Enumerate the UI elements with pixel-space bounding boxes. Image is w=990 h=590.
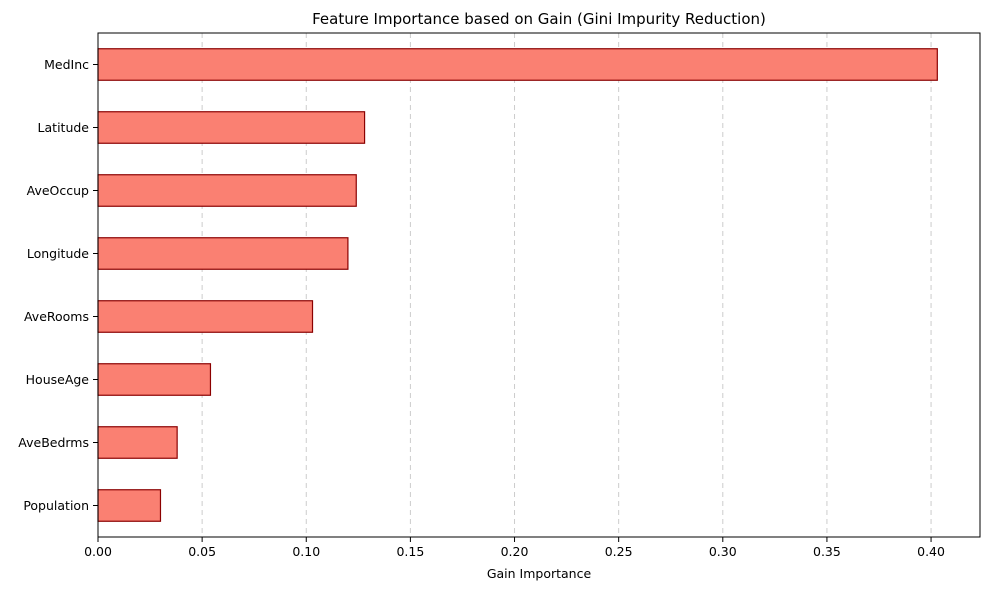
x-axis-label: Gain Importance bbox=[487, 566, 592, 581]
x-tick-label: 0.15 bbox=[396, 544, 424, 559]
bar-latitude bbox=[97, 111, 366, 144]
bar-avebedrms bbox=[97, 426, 178, 459]
plot-frame bbox=[97, 32, 981, 538]
x-tick-label: 0.20 bbox=[501, 544, 529, 559]
x-tick-label: 0.35 bbox=[813, 544, 841, 559]
y-tick-label: Longitude bbox=[27, 246, 89, 261]
y-tick-label: MedInc bbox=[44, 57, 89, 72]
y-tick-label: Latitude bbox=[38, 120, 90, 135]
x-tick-label: 0.30 bbox=[709, 544, 737, 559]
y-tick-label: AveRooms bbox=[24, 309, 89, 324]
y-tick-label: AveBedrms bbox=[18, 435, 89, 450]
bar-medinc bbox=[97, 48, 938, 81]
bar-houseage bbox=[97, 363, 212, 396]
y-tick-label: AveOccup bbox=[27, 183, 89, 198]
x-tick-label: 0.00 bbox=[84, 544, 112, 559]
bar-longitude bbox=[97, 237, 349, 270]
chart-title: Feature Importance based on Gain (Gini I… bbox=[312, 10, 766, 28]
x-tick-label: 0.05 bbox=[188, 544, 216, 559]
y-tick-label: HouseAge bbox=[26, 372, 90, 387]
x-tick-label: 0.40 bbox=[917, 544, 945, 559]
grid-lines bbox=[201, 33, 932, 537]
y-axis-ticks: MedInc Latitude AveOccup Longitude AveRooms H… bbox=[18, 57, 98, 513]
bar-aveoccup bbox=[97, 174, 357, 207]
bar-averooms bbox=[97, 300, 314, 333]
x-tick-label: 0.10 bbox=[292, 544, 320, 559]
y-tick-label: Population bbox=[23, 498, 89, 513]
bar-population bbox=[97, 489, 162, 522]
x-tick-label: 0.25 bbox=[605, 544, 633, 559]
bars bbox=[97, 48, 938, 522]
x-axis-ticks: 0.00 0.05 0.10 0.15 0.20 0.25 0.30 0.35 0.40 bbox=[84, 537, 945, 559]
